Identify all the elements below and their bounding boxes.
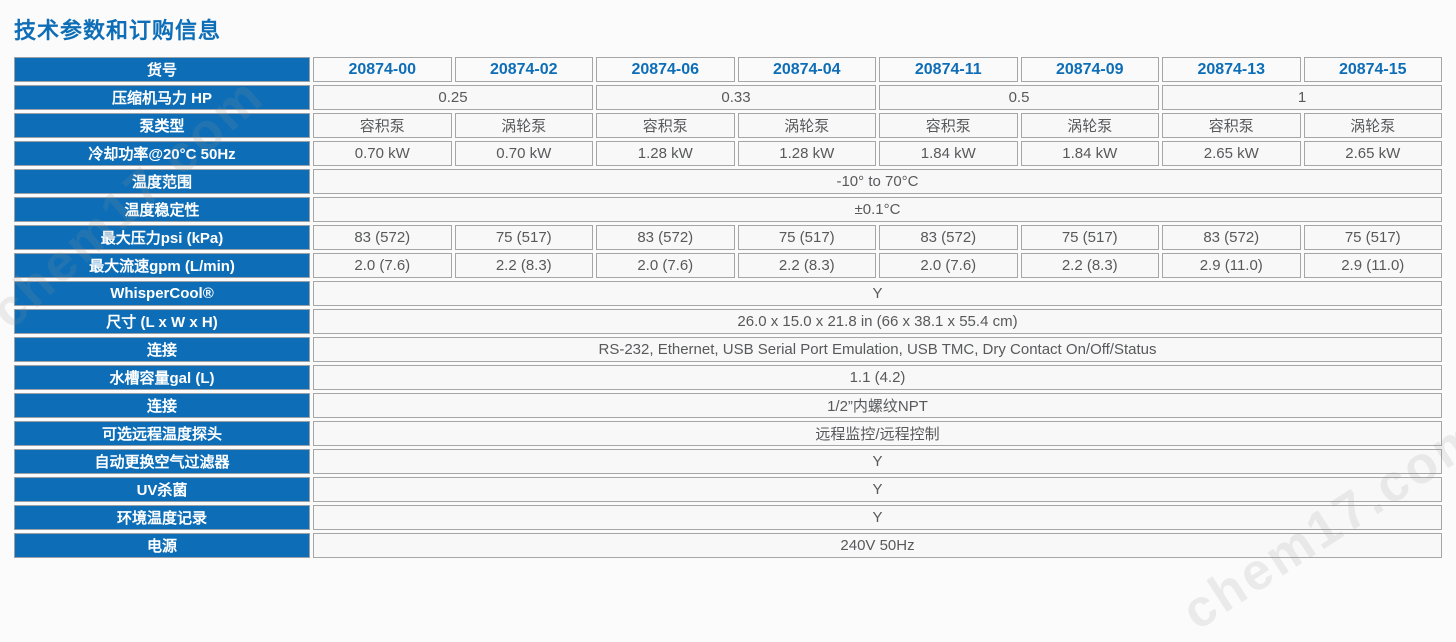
data-cell: 83 (572) — [1162, 225, 1301, 250]
data-cell: 240V 50Hz — [313, 533, 1442, 558]
row-label: 自动更换空气过滤器 — [14, 449, 310, 474]
data-cell: 0.33 — [596, 85, 876, 110]
table-row: 最大压力psi (kPa) 83 (572) 75 (517) 83 (572) 75 … — [14, 225, 1442, 250]
table-row: 温度稳定性 ±0.1°C — [14, 197, 1442, 222]
data-cell: 1.28 kW — [737, 141, 876, 166]
row-label: 连接 — [14, 393, 310, 418]
column-header: 20874-06 — [596, 57, 735, 82]
row-label: 冷却功率@20°C 50Hz — [14, 141, 310, 166]
data-cell: RS-232, Ethernet, USB Serial Port Emulat… — [313, 337, 1442, 362]
table-row: 连接 RS-232, Ethernet, USB Serial Port Emul… — [14, 337, 1442, 362]
table-row: 泵类型 容积泵 涡轮泵 容积泵 涡轮泵 容积泵 涡轮泵 容积泵 涡轮泵 — [14, 113, 1442, 138]
data-cell: 83 (572) — [879, 225, 1018, 250]
spec-table: 货号 20874-00 20874-02 20874-06 20874-04 20874-… — [11, 54, 1445, 561]
table-row: 温度范围 -10° to 70°C — [14, 169, 1442, 194]
row-label: 连接 — [14, 337, 310, 362]
data-cell: 26.0 x 15.0 x 21.8 in (66 x 38.1 x 55.4 … — [313, 309, 1442, 334]
column-header: 20874-15 — [1303, 57, 1442, 82]
data-cell: 0.70 kW — [313, 141, 452, 166]
data-cell: 1.84 kW — [1020, 141, 1159, 166]
data-cell: 涡轮泵 — [1020, 113, 1159, 138]
table-row: 压缩机马力 HP 0.25 0.33 0.5 1 — [14, 85, 1442, 110]
data-cell: 1 — [1162, 85, 1442, 110]
data-cell: 容积泵 — [1162, 113, 1301, 138]
column-header: 20874-11 — [879, 57, 1018, 82]
data-cell: 1/2”内螺纹NPT — [313, 393, 1442, 418]
data-cell: 2.2 (8.3) — [1020, 253, 1159, 278]
data-cell: 0.70 kW — [454, 141, 593, 166]
table-row: 冷却功率@20°C 50Hz 0.70 kW 0.70 kW 1.28 kW 1.28 … — [14, 141, 1442, 166]
data-cell: 1.84 kW — [879, 141, 1018, 166]
row-label: 电源 — [14, 533, 310, 558]
table-row: 货号 20874-00 20874-02 20874-06 20874-04 20874-… — [14, 57, 1442, 82]
data-cell: 容积泵 — [596, 113, 735, 138]
data-cell: -10° to 70°C — [313, 169, 1442, 194]
data-cell: Y — [313, 449, 1442, 474]
column-header: 20874-02 — [454, 57, 593, 82]
data-cell: 2.65 kW — [1303, 141, 1442, 166]
data-cell: 远程监控/远程控制 — [313, 421, 1442, 446]
column-header: 20874-04 — [737, 57, 876, 82]
row-label: 最大流速gpm (L/min) — [14, 253, 310, 278]
row-label: 最大压力psi (kPa) — [14, 225, 310, 250]
data-cell: 75 (517) — [1020, 225, 1159, 250]
data-cell: 2.0 (7.6) — [313, 253, 452, 278]
table-row: UV杀菌 Y — [14, 477, 1442, 502]
data-cell: 75 (517) — [454, 225, 593, 250]
data-cell: 2.65 kW — [1162, 141, 1301, 166]
data-cell: 1.1 (4.2) — [313, 365, 1442, 390]
data-cell: 涡轮泵 — [737, 113, 876, 138]
data-cell: ±0.1°C — [313, 197, 1442, 222]
row-label: 温度稳定性 — [14, 197, 310, 222]
row-label: 温度范围 — [14, 169, 310, 194]
spec-table-body: 货号 20874-00 20874-02 20874-06 20874-04 20874-… — [14, 57, 1442, 558]
data-cell: 涡轮泵 — [1303, 113, 1442, 138]
row-label: 压缩机马力 HP — [14, 85, 310, 110]
data-cell: 2.9 (11.0) — [1303, 253, 1442, 278]
table-row: 连接 1/2”内螺纹NPT — [14, 393, 1442, 418]
data-cell: 2.2 (8.3) — [454, 253, 593, 278]
row-label: WhisperCool® — [14, 281, 310, 306]
data-cell: 83 (572) — [596, 225, 735, 250]
data-cell: 2.9 (11.0) — [1162, 253, 1301, 278]
row-label: UV杀菌 — [14, 477, 310, 502]
table-row: 尺寸 (L x W x H) 26.0 x 15.0 x 21.8 in (66 … — [14, 309, 1442, 334]
data-cell: 75 (517) — [737, 225, 876, 250]
data-cell: 83 (572) — [313, 225, 452, 250]
page-title: 技术参数和订购信息 — [14, 18, 222, 43]
table-row: WhisperCool® Y — [14, 281, 1442, 306]
column-header: 20874-00 — [313, 57, 452, 82]
row-label: 可选远程温度探头 — [14, 421, 310, 446]
data-cell: 2.0 (7.6) — [596, 253, 735, 278]
table-row: 环境温度记录 Y — [14, 505, 1442, 530]
table-row: 水槽容量gal (L) 1.1 (4.2) — [14, 365, 1442, 390]
row-label: 环境温度记录 — [14, 505, 310, 530]
data-cell: 1.28 kW — [596, 141, 735, 166]
row-label: 泵类型 — [14, 113, 310, 138]
data-cell: 容积泵 — [313, 113, 452, 138]
data-cell: 2.2 (8.3) — [737, 253, 876, 278]
table-row: 可选远程温度探头 远程监控/远程控制 — [14, 421, 1442, 446]
table-row: 自动更换空气过滤器 Y — [14, 449, 1442, 474]
data-cell: Y — [313, 281, 1442, 306]
table-row: 电源 240V 50Hz — [14, 533, 1442, 558]
data-cell: 0.25 — [313, 85, 593, 110]
column-header: 20874-09 — [1020, 57, 1159, 82]
row-label: 水槽容量gal (L) — [14, 365, 310, 390]
table-row: 最大流速gpm (L/min) 2.0 (7.6) 2.2 (8.3) 2.0 (7.… — [14, 253, 1442, 278]
data-cell: 涡轮泵 — [454, 113, 593, 138]
column-header: 20874-13 — [1162, 57, 1301, 82]
data-cell: Y — [313, 505, 1442, 530]
row-label: 尺寸 (L x W x H) — [14, 309, 310, 334]
data-cell: 0.5 — [879, 85, 1159, 110]
data-cell: 容积泵 — [879, 113, 1018, 138]
data-cell: 2.0 (7.6) — [879, 253, 1018, 278]
row-label: 货号 — [14, 57, 310, 82]
data-cell: Y — [313, 477, 1442, 502]
data-cell: 75 (517) — [1303, 225, 1442, 250]
